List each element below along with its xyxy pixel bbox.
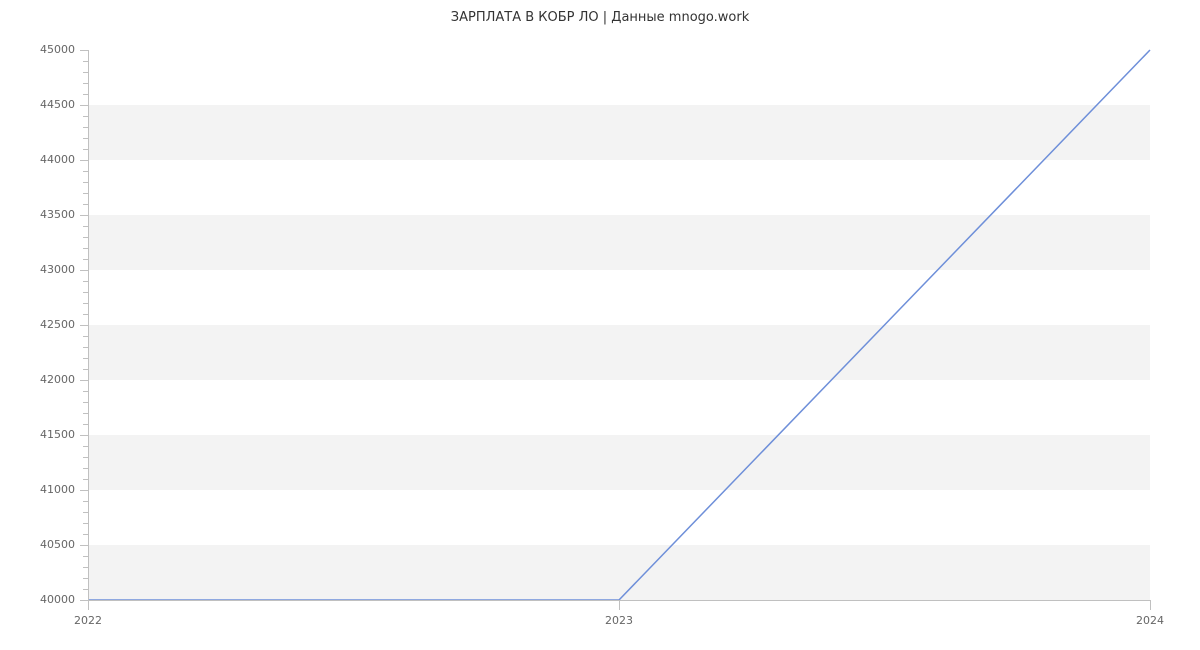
y-minor-tick [83,512,88,513]
y-minor-tick [83,391,88,392]
y-minor-tick [83,292,88,293]
y-minor-tick [83,424,88,425]
y-minor-tick [83,336,88,337]
y-minor-tick [83,182,88,183]
y-tick-label: 43500 [30,208,75,221]
y-minor-tick [83,413,88,414]
salary-line-chart: ЗАРПЛАТА В КОБР ЛО | Данные mnogo.work 4… [0,0,1200,650]
y-minor-tick [83,72,88,73]
y-minor-tick [83,61,88,62]
y-minor-tick [83,314,88,315]
chart-title: ЗАРПЛАТА В КОБР ЛО | Данные mnogo.work [0,10,1200,25]
y-minor-tick [83,567,88,568]
y-minor-tick [83,523,88,524]
y-minor-tick [83,534,88,535]
y-minor-tick [83,479,88,480]
y-tick-mark [80,160,88,161]
x-tick-label: 2023 [589,614,649,627]
plot-area [88,50,1150,600]
x-tick-label: 2022 [58,614,118,627]
y-tick-mark [80,545,88,546]
y-minor-tick [83,116,88,117]
y-minor-tick [83,501,88,502]
y-minor-tick [83,358,88,359]
y-tick-mark [80,270,88,271]
y-minor-tick [83,127,88,128]
y-tick-mark [80,435,88,436]
y-minor-tick [83,248,88,249]
y-minor-tick [83,369,88,370]
y-tick-label: 44000 [30,153,75,166]
y-tick-mark [80,600,88,601]
y-minor-tick [83,556,88,557]
y-tick-label: 41500 [30,428,75,441]
y-minor-tick [83,303,88,304]
y-minor-tick [83,259,88,260]
x-tick-label: 2024 [1120,614,1180,627]
x-tick-mark [1150,600,1151,610]
y-minor-tick [83,193,88,194]
y-minor-tick [83,171,88,172]
y-minor-tick [83,402,88,403]
y-minor-tick [83,589,88,590]
y-tick-label: 40000 [30,593,75,606]
y-tick-mark [80,490,88,491]
y-minor-tick [83,347,88,348]
y-minor-tick [83,83,88,84]
y-minor-tick [83,94,88,95]
y-minor-tick [83,457,88,458]
y-tick-mark [80,105,88,106]
y-tick-mark [80,325,88,326]
y-minor-tick [83,446,88,447]
y-tick-label: 44500 [30,98,75,111]
line-series-layer [88,50,1150,600]
y-tick-label: 40500 [30,538,75,551]
series-line-salary [88,50,1150,600]
y-minor-tick [83,281,88,282]
y-minor-tick [83,138,88,139]
y-tick-label: 41000 [30,483,75,496]
y-tick-label: 42000 [30,373,75,386]
y-tick-label: 45000 [30,43,75,56]
y-axis-line [88,50,89,600]
y-minor-tick [83,226,88,227]
y-minor-tick [83,204,88,205]
y-tick-label: 42500 [30,318,75,331]
y-minor-tick [83,149,88,150]
y-tick-label: 43000 [30,263,75,276]
y-tick-mark [80,380,88,381]
x-tick-mark [619,600,620,610]
y-tick-mark [80,215,88,216]
y-tick-mark [80,50,88,51]
y-minor-tick [83,578,88,579]
x-tick-mark [88,600,89,610]
y-minor-tick [83,237,88,238]
y-minor-tick [83,468,88,469]
